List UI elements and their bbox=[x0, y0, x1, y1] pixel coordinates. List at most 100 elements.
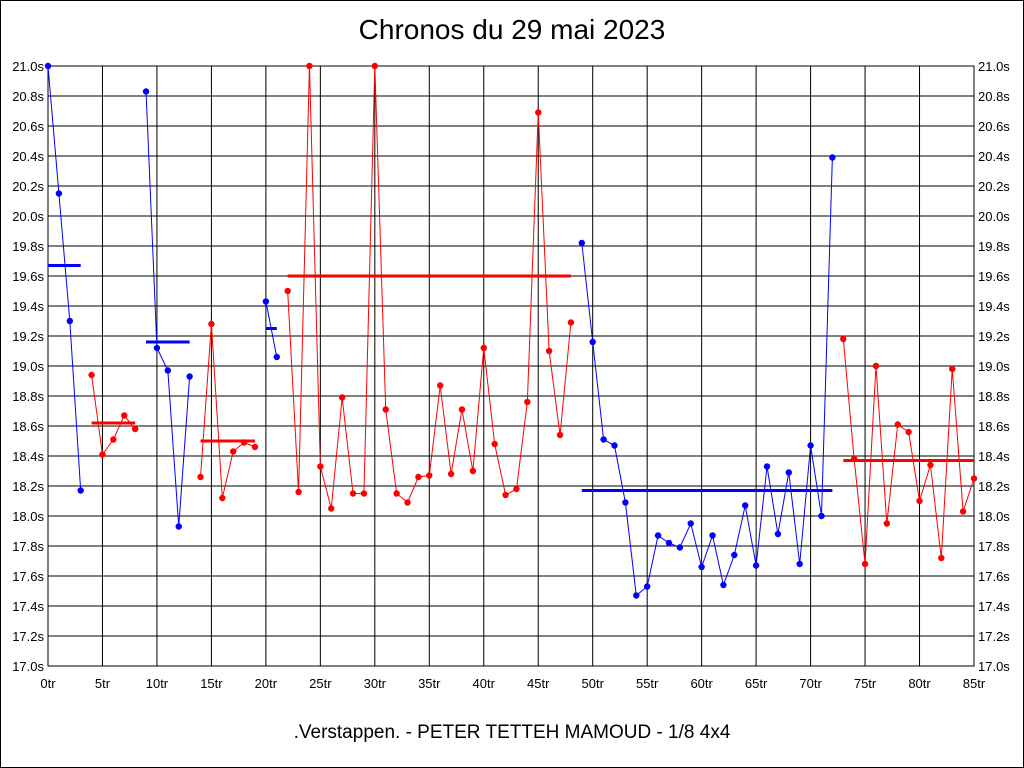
x-tick-label: 85tr bbox=[963, 676, 986, 691]
data-point-red bbox=[513, 485, 520, 493]
y-tick-label-left: 19.2s bbox=[12, 329, 44, 344]
y-tick-label-right: 19.0s bbox=[978, 359, 1010, 374]
data-point-red bbox=[861, 560, 869, 568]
data-point-blue bbox=[796, 560, 803, 568]
data-point-red bbox=[208, 320, 215, 328]
data-point-red bbox=[317, 463, 324, 470]
y-tick-label-left: 19.8s bbox=[12, 239, 44, 254]
data-point-red bbox=[110, 436, 117, 443]
data-point-red bbox=[393, 490, 400, 497]
data-point-red bbox=[295, 488, 302, 496]
x-tick-label: 20tr bbox=[255, 676, 278, 691]
data-point-blue bbox=[186, 373, 193, 380]
data-point-red bbox=[458, 406, 466, 413]
data-point-red bbox=[469, 467, 477, 475]
data-point-red bbox=[338, 394, 346, 401]
data-point-red bbox=[219, 494, 226, 502]
x-tick-label: 55tr bbox=[636, 676, 659, 691]
data-point-red bbox=[306, 62, 313, 70]
y-tick-label-right: 20.0s bbox=[978, 209, 1010, 224]
y-tick-label-left: 18.4s bbox=[12, 449, 44, 464]
x-tick-label: 40tr bbox=[473, 676, 496, 691]
x-tick-label: 5tr bbox=[95, 676, 111, 691]
data-point-red bbox=[230, 448, 237, 455]
y-tick-label-left: 17.0s bbox=[12, 659, 44, 674]
x-tick-label: 45tr bbox=[527, 676, 550, 691]
y-tick-label-left: 17.6s bbox=[12, 569, 44, 584]
data-point-blue bbox=[578, 239, 586, 247]
data-point-red bbox=[349, 490, 357, 497]
data-point-blue bbox=[654, 532, 662, 539]
y-tick-label-left: 20.2s bbox=[12, 179, 44, 194]
y-tick-label-right: 20.6s bbox=[978, 119, 1010, 134]
data-point-red bbox=[404, 499, 411, 506]
data-point-red bbox=[415, 473, 422, 481]
chart-footer: .Verstappen. - PETER TETTEH MAMOUD - 1/8… bbox=[293, 722, 731, 743]
plot-border bbox=[47, 65, 975, 667]
y-tick-label-left: 20.0s bbox=[12, 209, 44, 224]
y-tick-label-right: 20.4s bbox=[978, 149, 1010, 164]
x-tick-label: 70tr bbox=[799, 676, 822, 691]
y-tick-label-right: 17.8s bbox=[978, 539, 1010, 554]
data-point-red bbox=[284, 287, 291, 295]
data-point-blue bbox=[829, 154, 836, 161]
series-line-red bbox=[842, 338, 975, 565]
data-point-red bbox=[883, 520, 891, 527]
data-point-red bbox=[251, 443, 259, 451]
y-tick-label-right: 17.0s bbox=[978, 659, 1010, 674]
y-tick-label-right: 18.6s bbox=[978, 419, 1010, 434]
data-point-blue bbox=[600, 436, 607, 443]
y-tick-label-right: 20.8s bbox=[978, 89, 1010, 104]
data-point-red bbox=[840, 335, 847, 343]
x-tick-label: 35tr bbox=[418, 676, 441, 691]
x-tick-label: 10tr bbox=[146, 676, 169, 691]
data-point-red bbox=[426, 472, 433, 479]
x-tick-label: 25tr bbox=[309, 676, 332, 691]
data-point-blue bbox=[752, 562, 760, 569]
data-point-red bbox=[328, 505, 335, 512]
y-tick-label-left: 17.4s bbox=[12, 599, 44, 614]
data-point-red bbox=[491, 440, 498, 448]
y-tick-label-left: 18.8s bbox=[12, 389, 44, 404]
y-tick-label-right: 18.2s bbox=[978, 479, 1010, 494]
data-point-blue bbox=[687, 520, 694, 527]
data-point-red bbox=[872, 362, 880, 370]
data-point-blue bbox=[622, 499, 629, 506]
data-point-red bbox=[447, 470, 455, 478]
data-point-red bbox=[927, 461, 934, 469]
data-point-blue bbox=[175, 523, 182, 530]
x-tick-label: 80tr bbox=[908, 676, 931, 691]
y-tick-label-left: 17.8s bbox=[12, 539, 44, 554]
data-point-red bbox=[371, 62, 379, 70]
y-tick-label-right: 19.6s bbox=[978, 269, 1010, 284]
series-line-blue bbox=[47, 65, 82, 491]
y-tick-label-left: 19.0s bbox=[12, 359, 44, 374]
y-tick-label-right: 17.6s bbox=[978, 569, 1010, 584]
data-point-red bbox=[567, 319, 575, 326]
data-point-blue bbox=[676, 544, 684, 551]
x-tick-label: 0tr bbox=[40, 676, 56, 691]
data-point-blue bbox=[611, 442, 618, 449]
y-tick-label-left: 18.0s bbox=[12, 509, 44, 524]
y-tick-label-right: 17.4s bbox=[978, 599, 1010, 614]
data-point-red bbox=[545, 347, 553, 355]
data-point-blue bbox=[55, 190, 63, 197]
x-tick-label: 60tr bbox=[690, 676, 713, 691]
data-point-red bbox=[959, 508, 967, 515]
data-point-blue bbox=[709, 532, 716, 539]
y-tick-label-left: 20.8s bbox=[12, 89, 44, 104]
data-point-blue bbox=[153, 344, 161, 352]
y-tick-label-right: 19.8s bbox=[978, 239, 1010, 254]
data-point-red bbox=[502, 491, 509, 499]
data-point-blue bbox=[720, 581, 727, 589]
data-point-red bbox=[99, 451, 106, 458]
x-tick-label: 15tr bbox=[200, 676, 223, 691]
y-tick-label-left: 17.2s bbox=[12, 629, 44, 644]
data-point-red bbox=[382, 406, 389, 413]
data-point-blue bbox=[66, 317, 73, 325]
data-point-red bbox=[524, 398, 531, 406]
data-point-blue bbox=[785, 469, 792, 476]
data-point-blue bbox=[142, 88, 150, 95]
data-point-red bbox=[556, 431, 564, 439]
